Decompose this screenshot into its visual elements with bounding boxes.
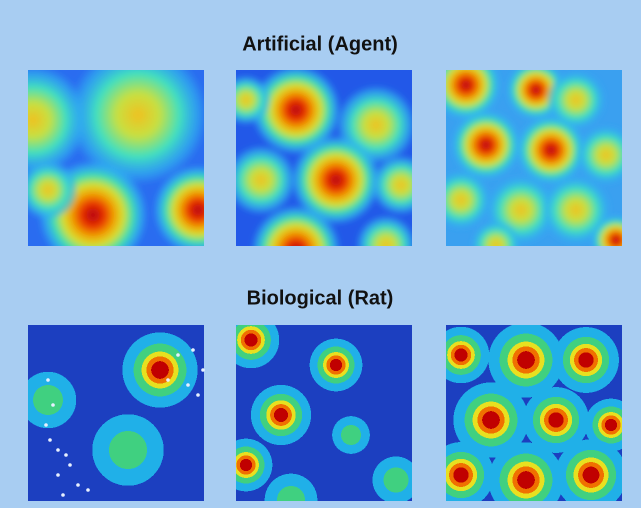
speckle (86, 488, 90, 492)
firing-field (486, 440, 566, 501)
firing-field (446, 70, 501, 120)
firing-field (591, 215, 622, 246)
firing-field (251, 70, 341, 155)
firing-field (263, 472, 319, 501)
speckle (56, 448, 60, 452)
firing-field (236, 145, 296, 215)
firing-field (486, 325, 566, 400)
firing-field (551, 325, 621, 395)
firing-field (28, 370, 78, 430)
firing-field (308, 337, 364, 393)
heatmap-body (446, 70, 622, 246)
speckle (196, 393, 200, 397)
firing-field (120, 330, 200, 410)
firing-field (236, 325, 281, 370)
heatmap (446, 325, 622, 501)
speckle (44, 423, 48, 427)
heatmap-body (236, 70, 412, 246)
speckle (68, 463, 72, 467)
firing-field (451, 110, 521, 180)
heatmap-fields (236, 70, 412, 246)
firing-field (153, 165, 204, 246)
firing-field (28, 160, 78, 220)
firing-field (371, 455, 412, 501)
section-title: Artificial (Agent) (242, 33, 398, 55)
firing-field (446, 325, 491, 385)
heatmap-fields (28, 330, 200, 488)
heatmap (28, 70, 204, 246)
firing-field (291, 135, 381, 225)
speckle (46, 378, 50, 382)
heatmap-fields (28, 70, 204, 246)
speckle (76, 483, 80, 487)
speckle (64, 453, 68, 457)
heatmap-fields (236, 325, 412, 501)
firing-field (576, 125, 622, 185)
heatmap (236, 70, 412, 246)
firing-field (68, 70, 204, 185)
heatmap-fields (446, 70, 622, 246)
speckle (201, 368, 205, 372)
firing-field (546, 70, 606, 130)
firing-field (249, 383, 313, 447)
speckle (166, 378, 170, 382)
firing-field (251, 205, 341, 246)
firing-field (471, 220, 521, 246)
firing-field (541, 175, 611, 245)
heatmap-body (28, 325, 204, 501)
speckle (176, 353, 180, 357)
heatmap-body (236, 325, 412, 501)
speckle (186, 383, 190, 387)
speckle (51, 403, 55, 407)
firing-field (451, 380, 531, 460)
firing-field (446, 440, 496, 501)
firing-field (90, 412, 166, 488)
heatmap (446, 70, 622, 246)
firing-field (236, 437, 274, 493)
speckle (56, 473, 60, 477)
firing-field (446, 170, 491, 230)
firing-field (28, 70, 88, 175)
heatmap-body (28, 70, 204, 246)
firing-field (521, 385, 591, 455)
section-title: Biological (Rat) (247, 287, 394, 309)
speckle (191, 348, 195, 352)
firing-field (331, 415, 371, 455)
heatmap (28, 325, 205, 501)
speckle (48, 438, 52, 442)
firing-field (356, 215, 412, 246)
speckle (61, 493, 65, 497)
firing-field (236, 75, 271, 125)
firing-field (553, 437, 622, 501)
heatmap-fields (446, 325, 622, 501)
firing-field (516, 115, 586, 185)
heatmap-body (446, 325, 622, 501)
heatmap (236, 325, 412, 501)
firing-field (371, 155, 412, 215)
